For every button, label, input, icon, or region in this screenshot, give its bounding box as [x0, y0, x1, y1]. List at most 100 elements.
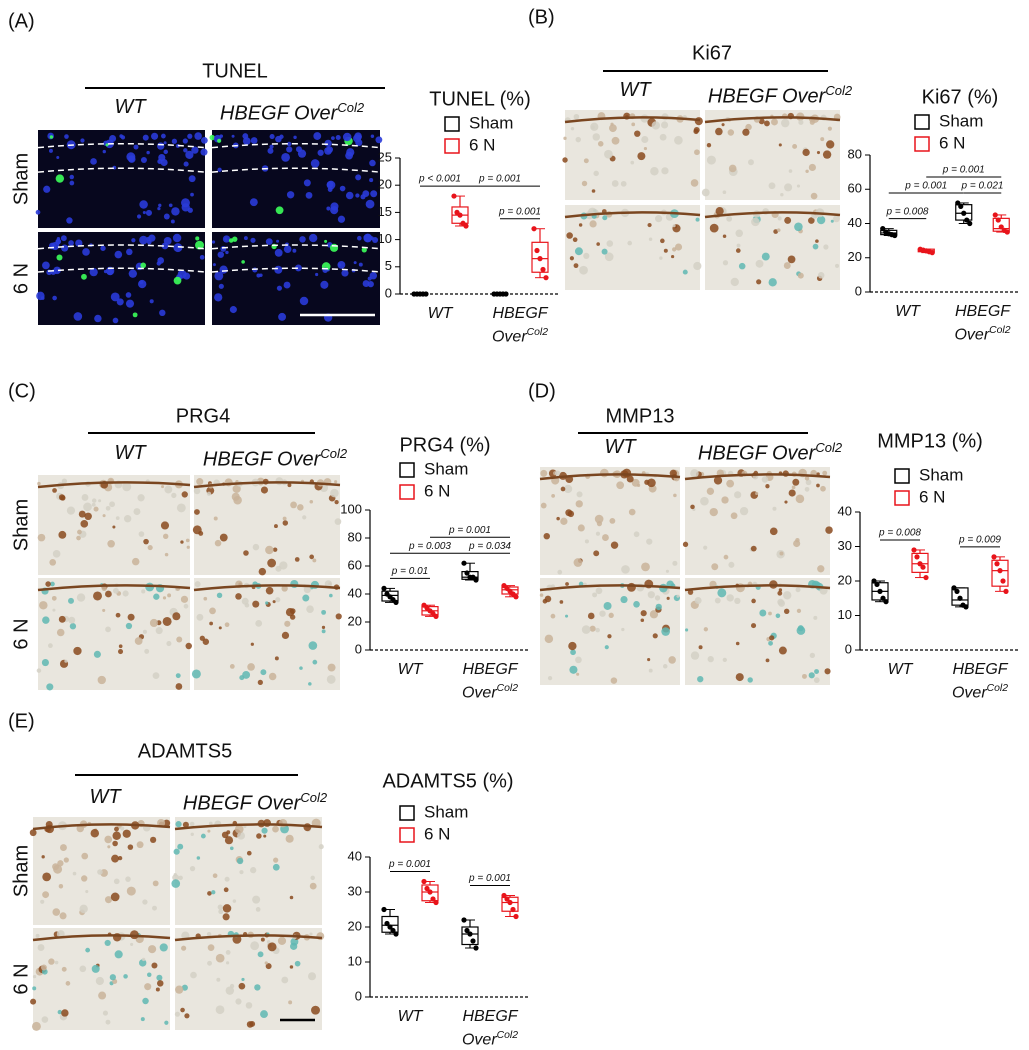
cell — [160, 521, 170, 530]
cell — [219, 533, 228, 542]
cell — [187, 133, 193, 139]
cell — [161, 133, 166, 139]
cell — [152, 672, 160, 680]
cell — [103, 269, 108, 274]
data-point — [430, 896, 436, 902]
cell — [289, 608, 296, 614]
cell — [51, 595, 57, 601]
cell — [589, 625, 596, 632]
panel-label: (A) — [8, 10, 35, 32]
cell — [107, 539, 115, 548]
cell — [268, 672, 277, 681]
genotype-name: HBEGF Over — [202, 448, 321, 471]
cell — [604, 645, 609, 650]
cell — [178, 875, 183, 881]
cell — [651, 121, 661, 130]
cell — [235, 593, 242, 600]
cell — [105, 590, 112, 598]
cell — [245, 1002, 253, 1009]
cell — [243, 550, 249, 556]
cell — [825, 526, 833, 534]
cell — [250, 137, 258, 144]
cell — [788, 489, 796, 497]
cell — [265, 586, 274, 595]
cell — [73, 312, 83, 321]
data-point — [537, 256, 543, 262]
cell — [114, 250, 123, 259]
cell — [791, 485, 796, 490]
cell — [583, 158, 589, 164]
data-point — [957, 595, 963, 601]
genotype-name: HBEGF Over — [491, 305, 548, 346]
cell — [65, 981, 71, 986]
cell — [56, 254, 63, 261]
cell — [815, 239, 819, 243]
cell — [172, 612, 181, 621]
cell — [265, 545, 274, 555]
surface-line — [704, 116, 841, 124]
box-body — [381, 915, 399, 933]
micrograph — [29, 817, 171, 925]
cell — [155, 627, 163, 635]
cell — [722, 234, 727, 238]
data-point — [461, 560, 467, 566]
cell — [53, 864, 63, 874]
cell — [337, 215, 346, 223]
cell — [93, 650, 101, 658]
cell — [302, 594, 310, 602]
cell — [299, 236, 306, 243]
cell — [709, 507, 718, 517]
y-tick-label: 60 — [848, 181, 862, 196]
data-point — [998, 224, 1004, 230]
cell — [694, 117, 703, 126]
cell — [95, 976, 104, 986]
data-point — [387, 924, 393, 930]
data-point — [507, 899, 513, 906]
cell — [303, 179, 311, 187]
data-point — [503, 291, 509, 297]
cell — [596, 521, 603, 527]
cell — [659, 133, 667, 141]
data-point — [467, 931, 473, 937]
data-point — [433, 613, 439, 620]
data-point — [510, 906, 516, 913]
cell — [224, 622, 230, 628]
cell — [779, 551, 784, 556]
cell — [610, 541, 619, 549]
cell — [339, 185, 346, 192]
cell — [735, 641, 740, 646]
zone-boundary — [37, 267, 206, 273]
cell — [58, 884, 64, 889]
cell — [294, 557, 300, 562]
row-label: 6 N — [10, 963, 32, 994]
micrograph — [562, 110, 703, 200]
cell — [63, 857, 69, 863]
cell — [309, 882, 317, 890]
cell — [140, 156, 147, 164]
p-value: p = 0.001 — [498, 206, 541, 217]
cell — [40, 964, 47, 971]
p-value: p = 0.001 — [478, 174, 521, 185]
cell — [274, 248, 283, 257]
cell — [249, 198, 258, 207]
cell — [229, 983, 235, 989]
cell — [250, 237, 256, 243]
cell — [112, 525, 116, 529]
cell — [608, 612, 614, 618]
row-label: 6 N — [10, 618, 32, 649]
cell — [114, 826, 119, 832]
cell — [597, 141, 604, 147]
cell — [93, 591, 103, 601]
cell — [652, 633, 658, 639]
data-point — [883, 599, 889, 605]
genotype-label: HBEGF OverCol2 — [462, 1008, 518, 1048]
data-point — [955, 200, 961, 206]
genotype-name: WT — [397, 1008, 423, 1025]
cell — [353, 261, 357, 265]
data-point — [880, 595, 886, 601]
cell — [127, 613, 135, 621]
cell — [294, 264, 302, 272]
cell — [257, 951, 264, 958]
cell — [284, 620, 291, 627]
cell — [250, 867, 257, 874]
